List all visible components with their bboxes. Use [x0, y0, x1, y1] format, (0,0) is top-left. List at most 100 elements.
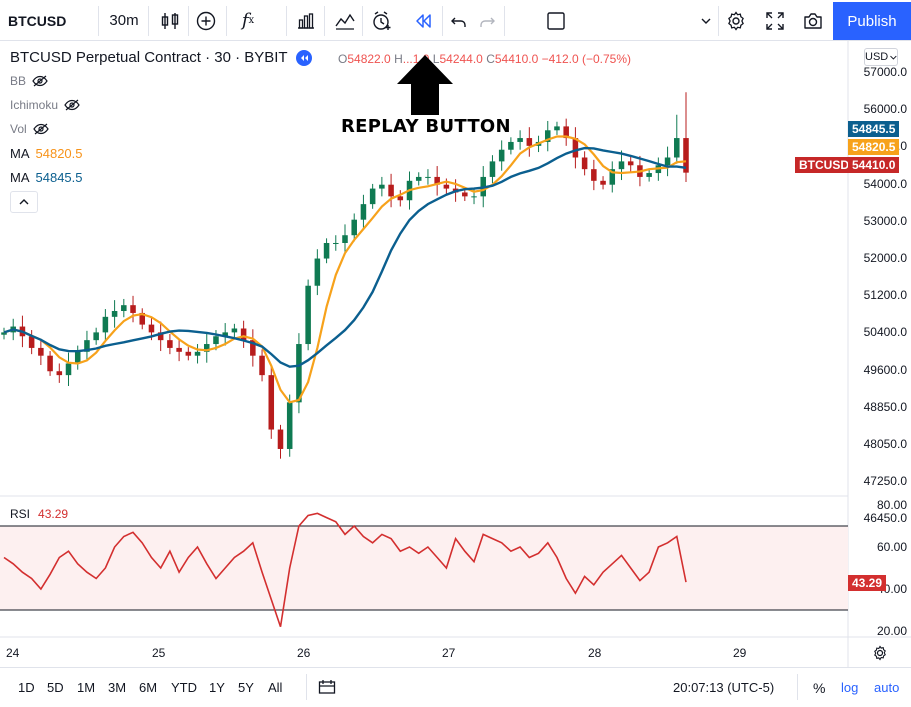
time-tick-label: 24	[6, 646, 20, 660]
legend-bb[interactable]: BB	[10, 74, 48, 88]
chevron-up-icon	[19, 199, 29, 205]
rsi-value: 43.29	[38, 507, 69, 521]
date-range-icon[interactable]	[318, 679, 336, 700]
fullscreen-icon[interactable]	[763, 4, 787, 37]
candles-icon[interactable]	[158, 4, 182, 37]
indicator-name: Vol	[10, 122, 27, 136]
replay-mini-icon[interactable]	[295, 49, 312, 66]
high-label: H	[394, 52, 403, 66]
percent-toggle[interactable]: %	[813, 680, 826, 696]
legend-ichimoku[interactable]: Ichimoku	[10, 98, 80, 112]
bar-chart-icon[interactable]	[294, 4, 318, 37]
ma-slow-line	[3, 146, 687, 368]
auto-toggle[interactable]: auto	[874, 680, 900, 695]
candle-body	[609, 169, 616, 185]
clock-readout[interactable]: 20:07:13 (UTC-5)	[673, 680, 775, 695]
chart-canvas[interactable]	[0, 41, 911, 667]
close-value: 54410.0	[494, 52, 539, 66]
camera-icon[interactable]	[801, 4, 825, 37]
eye-hidden-icon[interactable]	[64, 99, 80, 111]
gear-icon[interactable]	[724, 4, 748, 37]
price-tick-label: 48050.0	[863, 437, 907, 451]
range-button[interactable]: YTD	[171, 680, 197, 695]
legend-ma-slow[interactable]: MA 54845.5	[10, 170, 83, 185]
currency-select[interactable]: USD	[864, 48, 898, 66]
candle-body	[74, 351, 81, 364]
legend-ma-fast[interactable]: MA 54820.5	[10, 146, 83, 161]
open-value: 54822.0	[347, 52, 391, 66]
indicator-name: Ichimoku	[10, 98, 59, 112]
candle-body	[38, 347, 44, 356]
toolbar-divider	[324, 6, 325, 36]
change-value: −412.0 (−0.75%)	[541, 52, 632, 66]
candle-body	[139, 312, 146, 325]
range-button[interactable]: 1Y	[209, 680, 225, 695]
candle-body	[176, 347, 182, 352]
candle-body	[471, 196, 477, 198]
eye-hidden-icon[interactable]	[32, 75, 48, 87]
candle-body	[544, 130, 551, 142]
candle-body	[167, 340, 173, 348]
candle-body	[415, 176, 422, 181]
price-tick-label: 51200.0	[863, 288, 907, 303]
interval-button[interactable]: 30m	[109, 12, 139, 29]
candle-body	[93, 332, 99, 341]
range-button[interactable]: 5D	[47, 680, 64, 695]
candle-body	[563, 126, 569, 139]
layout-icon[interactable]	[545, 4, 567, 37]
replay-icon[interactable]	[411, 4, 435, 37]
legend-vol[interactable]: Vol	[10, 122, 49, 136]
ohlc-readout: O54822.0 H...1.0 L54244.0 C54410.0 −412.…	[338, 52, 631, 66]
range-button[interactable]: All	[268, 680, 283, 695]
candle-body	[157, 332, 164, 341]
candle-body	[231, 328, 238, 333]
undo-icon[interactable]	[448, 4, 470, 37]
price-tick-label: 49600.0	[863, 362, 907, 377]
axis-settings-icon[interactable]	[872, 645, 888, 666]
candle-body	[102, 316, 109, 333]
add-indicator-icon[interactable]	[194, 4, 218, 37]
candle-body	[203, 344, 210, 352]
range-button[interactable]: 6M	[139, 680, 158, 695]
indicators-icon[interactable]	[333, 4, 357, 37]
indicator-name: MA	[10, 170, 30, 185]
currency-value: USD	[865, 51, 889, 63]
candle-body	[342, 235, 348, 243]
rsi-legend[interactable]: RSI 43.29	[10, 507, 68, 521]
candle-body	[554, 126, 560, 131]
range-button[interactable]: 1M	[77, 680, 96, 695]
price-tick-label: 56000.0	[863, 102, 907, 117]
candle-body	[369, 188, 376, 205]
price-tick-label: 47250.0	[863, 474, 907, 489]
toolbar-divider	[718, 6, 719, 36]
candle-body	[277, 429, 284, 449]
candle-body	[314, 258, 321, 286]
candle-body	[240, 328, 247, 341]
log-toggle[interactable]: log	[841, 680, 859, 695]
toolbar-divider	[306, 674, 307, 700]
price-tick-label: 57000.0	[863, 65, 907, 79]
candle-body	[379, 184, 385, 189]
eye-hidden-icon[interactable]	[32, 123, 49, 135]
toolbar-divider	[442, 6, 443, 36]
candle-body	[222, 332, 228, 337]
collapse-legend-button[interactable]	[10, 191, 38, 213]
time-tick-label: 29	[733, 646, 747, 660]
rsi-line	[3, 512, 687, 628]
range-button[interactable]: 5Y	[238, 680, 254, 695]
symbol-search-button[interactable]: BTCUSD	[8, 12, 67, 29]
alert-icon[interactable]	[370, 4, 394, 37]
candle-body	[683, 138, 689, 173]
candle-body	[148, 324, 155, 333]
redo-icon[interactable]	[476, 4, 498, 37]
publish-button[interactable]: Publish	[833, 2, 911, 40]
toolbar-divider	[98, 6, 99, 36]
range-button[interactable]: 3M	[108, 680, 127, 695]
candle-body	[333, 242, 339, 244]
chart-title[interactable]: BTCUSD Perpetual Contract · 30 · BYBIT	[10, 49, 288, 66]
candle-body	[185, 351, 192, 356]
chevron-down-icon[interactable]	[699, 4, 713, 37]
range-button[interactable]: 1D	[18, 680, 35, 695]
time-tick-label: 27	[442, 646, 456, 660]
